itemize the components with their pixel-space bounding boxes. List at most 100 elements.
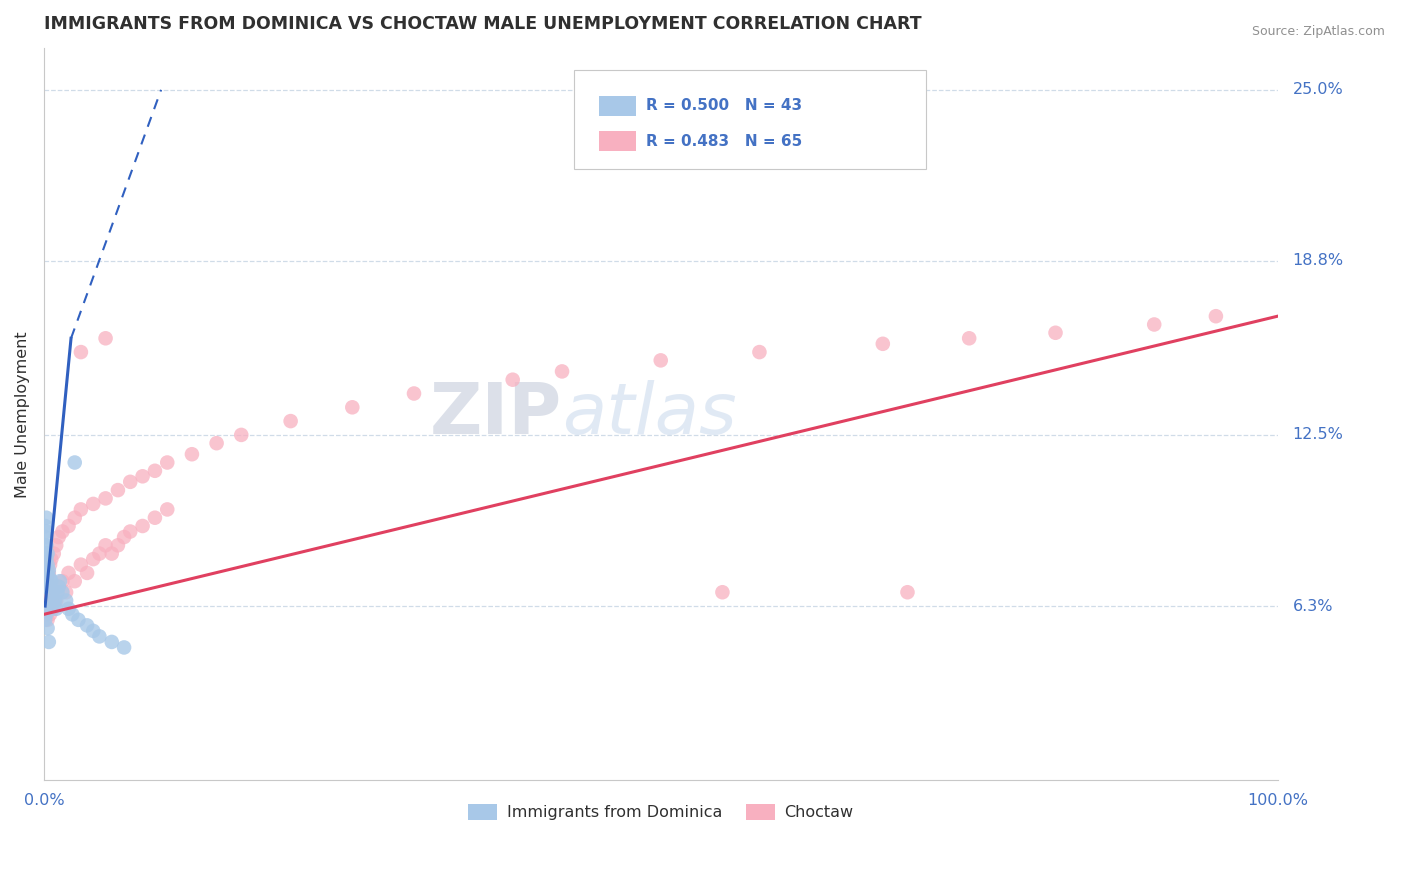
Point (38, 599, 60, 613)
Point (342, 401, 364, 415)
Point (1205, 309, 1227, 323)
Point (39, 552, 62, 566)
Point (34, 580, 56, 594)
Point (45, 538, 67, 552)
Point (39, 593, 62, 607)
Point (37, 558, 59, 572)
Text: ZIP: ZIP (430, 380, 562, 449)
Point (76, 566, 98, 580)
Text: 18.8%: 18.8% (1292, 253, 1344, 268)
Point (55, 593, 77, 607)
Text: IMMIGRANTS FROM DOMINICA VS CHOCTAW MALE UNEMPLOYMENT CORRELATION CHART: IMMIGRANTS FROM DOMINICA VS CHOCTAW MALE… (44, 15, 921, 33)
Point (38, 566, 60, 580)
Point (39, 585, 62, 599)
Point (100, 635, 122, 649)
Point (35, 510, 58, 524)
Point (231, 428, 253, 442)
Point (42, 599, 65, 613)
Point (35, 524, 58, 539)
Point (39, 607, 62, 622)
Point (748, 345, 770, 359)
Text: 6.3%: 6.3% (1292, 599, 1333, 614)
Text: 100.0%: 100.0% (1247, 793, 1308, 808)
Point (205, 436, 228, 450)
Point (35, 552, 58, 566)
Point (46, 585, 69, 599)
Point (1143, 318, 1166, 332)
Point (94, 331, 117, 345)
Point (34, 566, 56, 580)
Point (120, 524, 142, 539)
Point (34, 530, 56, 544)
Point (82, 624, 104, 638)
Point (872, 336, 894, 351)
Point (70, 345, 93, 359)
Text: 25.0%: 25.0% (1292, 82, 1343, 97)
Point (70, 558, 93, 572)
Point (42, 585, 65, 599)
Point (39, 558, 62, 572)
Point (45, 602, 67, 616)
Point (34, 538, 56, 552)
Point (41, 593, 63, 607)
Point (100, 547, 122, 561)
Point (35, 585, 58, 599)
Point (120, 475, 142, 489)
Y-axis label: Male Unemployment: Male Unemployment (15, 331, 30, 498)
Point (143, 464, 166, 478)
Point (39, 580, 62, 594)
Point (112, 530, 135, 544)
Point (156, 502, 179, 516)
Point (107, 538, 129, 552)
FancyBboxPatch shape (575, 70, 927, 169)
Point (34, 580, 56, 594)
Point (37, 621, 59, 635)
Point (37, 547, 59, 561)
Point (39, 571, 62, 585)
Point (131, 469, 153, 483)
Bar (599, 131, 636, 152)
Point (34, 613, 56, 627)
Point (551, 364, 574, 378)
Text: 12.5%: 12.5% (1292, 427, 1343, 442)
Point (280, 414, 302, 428)
Point (82, 552, 104, 566)
Bar (599, 95, 636, 116)
Point (181, 447, 204, 461)
Point (48, 530, 70, 544)
Point (156, 456, 179, 470)
Point (45, 593, 67, 607)
Point (34, 602, 56, 616)
Point (51, 574, 73, 589)
Point (1045, 326, 1067, 340)
Point (34, 558, 56, 572)
Point (63, 574, 86, 589)
Point (650, 353, 672, 368)
Point (38, 563, 60, 577)
Point (58, 602, 80, 616)
Point (76, 618, 98, 632)
Point (41, 602, 63, 616)
Point (51, 585, 73, 599)
Text: Source: ZipAtlas.com: Source: ZipAtlas.com (1251, 25, 1385, 38)
Point (48, 580, 70, 594)
Point (51, 524, 73, 539)
Point (402, 386, 425, 401)
Point (49, 574, 72, 589)
Point (89, 629, 111, 643)
Text: atlas: atlas (562, 380, 737, 449)
Point (55, 585, 77, 599)
Point (35, 602, 58, 616)
Point (131, 519, 153, 533)
Point (107, 483, 129, 497)
Point (711, 585, 734, 599)
Point (48, 580, 70, 594)
Point (58, 566, 80, 580)
Point (35, 538, 58, 552)
Point (42, 547, 65, 561)
Point (89, 547, 111, 561)
Point (896, 585, 918, 599)
Point (70, 502, 93, 516)
Text: R = 0.500   N = 43: R = 0.500 N = 43 (645, 98, 801, 113)
Point (58, 519, 80, 533)
